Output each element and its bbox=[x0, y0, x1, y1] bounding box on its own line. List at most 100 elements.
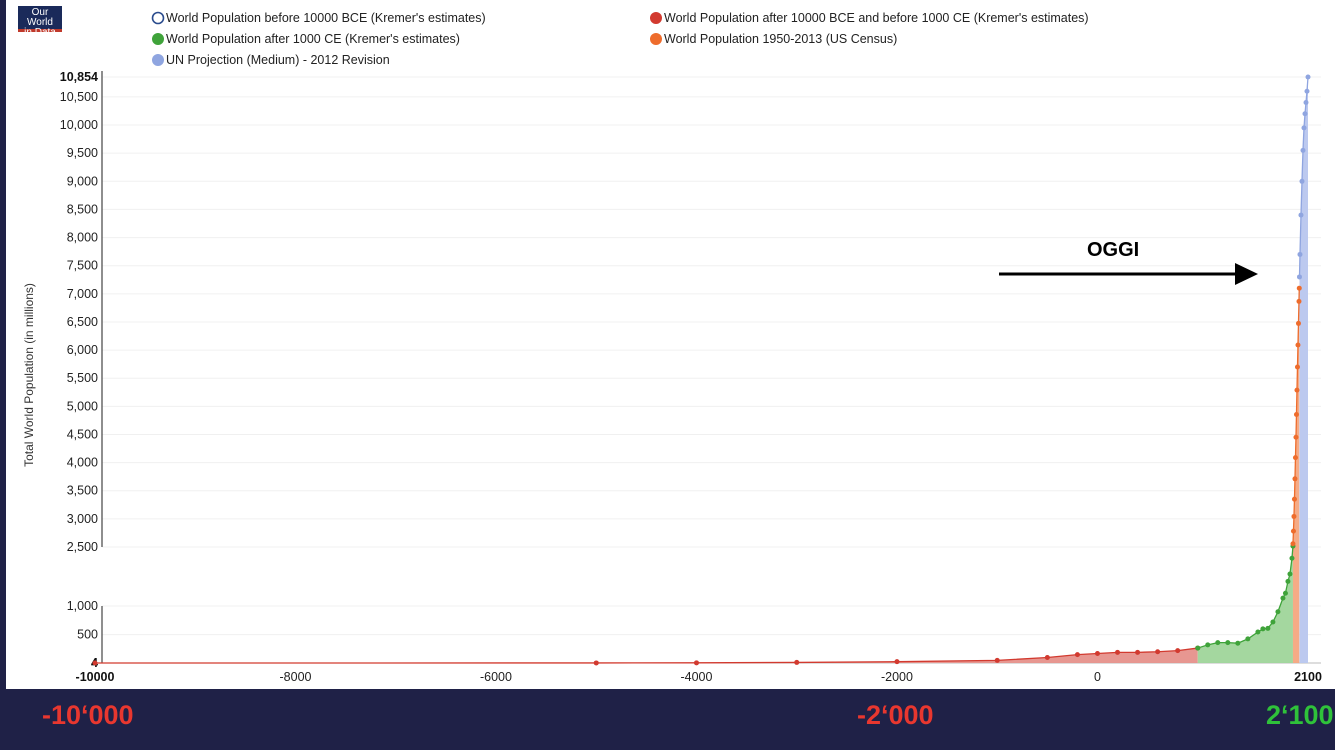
data-point-2-14 bbox=[1287, 571, 1293, 577]
y-tick-label: 8,500 bbox=[67, 202, 98, 216]
legend-label-1: World Population after 10000 BCE and bef… bbox=[664, 11, 1089, 25]
legend-label-0: World Population before 10000 BCE (Kreme… bbox=[166, 11, 486, 25]
legend-marker-0 bbox=[151, 11, 165, 25]
data-point-1-9 bbox=[1115, 649, 1121, 655]
legend-marker-4 bbox=[152, 54, 164, 66]
data-point-1-1 bbox=[593, 660, 599, 666]
our-world-in-data-logo: Our World in Data bbox=[18, 6, 62, 38]
data-point-3-12 bbox=[1296, 298, 1302, 304]
x-tick-label: -6000 bbox=[480, 670, 512, 684]
data-point-3-2 bbox=[1291, 513, 1297, 519]
data-point-1-10 bbox=[1135, 649, 1141, 655]
series-line-4 bbox=[1298, 76, 1309, 277]
timeline-label: -10‘000 bbox=[42, 700, 134, 730]
data-point-4-3 bbox=[1299, 178, 1305, 184]
y-tick-label: 4,000 bbox=[67, 456, 98, 470]
series-line-1 bbox=[94, 647, 1198, 664]
y-tick-label: 3,500 bbox=[67, 484, 98, 498]
area-2 bbox=[1197, 546, 1293, 663]
data-point-4-2 bbox=[1298, 212, 1304, 218]
data-point-1-3 bbox=[794, 659, 800, 665]
legend-marker-2 bbox=[152, 33, 164, 45]
data-point-2-7 bbox=[1260, 626, 1266, 632]
y-tick-label: 5,500 bbox=[67, 371, 98, 385]
y-tick-label: 9,500 bbox=[67, 146, 98, 160]
x-tick-label: -4000 bbox=[680, 670, 712, 684]
data-point-3-8 bbox=[1294, 387, 1300, 393]
data-point-3-1 bbox=[1290, 528, 1296, 534]
y-tick-label: 6,500 bbox=[67, 315, 98, 329]
data-point-1-7 bbox=[1074, 652, 1080, 658]
population-chart: 45001,0002,5003,0003,5004,0004,5005,0005… bbox=[22, 11, 1322, 684]
data-point-3-3 bbox=[1291, 496, 1297, 502]
timeline-label: 2‘100 bbox=[1266, 700, 1334, 730]
data-point-4-6 bbox=[1302, 111, 1308, 117]
data-point-2-11 bbox=[1280, 595, 1286, 601]
legend-label-3: World Population 1950-2013 (US Census) bbox=[664, 32, 897, 46]
data-point-1-12 bbox=[1175, 648, 1181, 654]
legend-marker-3 bbox=[650, 33, 662, 45]
y-tick-label: 7,000 bbox=[67, 287, 98, 301]
timeline-label: -2‘000 bbox=[857, 700, 934, 730]
x-tick-label: -8000 bbox=[280, 670, 312, 684]
data-point-2-10 bbox=[1275, 609, 1281, 615]
data-point-2-13 bbox=[1285, 578, 1291, 584]
y-tick-label: 9,000 bbox=[67, 174, 98, 188]
data-point-3-0 bbox=[1290, 541, 1296, 547]
y-tick-label: 8,000 bbox=[67, 231, 98, 245]
data-point-1-6 bbox=[1044, 655, 1050, 661]
data-point-2-9 bbox=[1270, 619, 1276, 625]
data-point-1-2 bbox=[693, 660, 699, 666]
x-tick-label: 2100 bbox=[1294, 670, 1322, 684]
y-tick-label: 500 bbox=[77, 628, 98, 642]
data-point-4-1 bbox=[1297, 251, 1303, 257]
data-point-2-15 bbox=[1289, 555, 1295, 561]
data-point-3-13 bbox=[1296, 285, 1302, 291]
y-tick-label: 5,000 bbox=[67, 399, 98, 413]
data-point-3-11 bbox=[1295, 320, 1301, 326]
data-point-1-8 bbox=[1094, 651, 1100, 656]
y-tick-label: 10,500 bbox=[60, 90, 98, 104]
data-point-4-4 bbox=[1300, 147, 1306, 153]
data-point-1-11 bbox=[1155, 649, 1161, 655]
y-tick-label: 2,500 bbox=[67, 540, 98, 554]
data-point-2-4 bbox=[1235, 640, 1241, 646]
data-point-3-5 bbox=[1292, 455, 1298, 461]
oggi-arrow-head bbox=[1235, 263, 1258, 285]
y-axis-title: Total World Population (in millions) bbox=[22, 283, 36, 467]
data-point-1-0 bbox=[92, 660, 98, 666]
x-tick-label: -2000 bbox=[881, 670, 913, 684]
y-tick-label: 6,000 bbox=[67, 343, 98, 357]
y-tick-label: 10,000 bbox=[60, 118, 98, 132]
legend-label-2: World Population after 1000 CE (Kremer's… bbox=[166, 32, 460, 46]
data-point-3-9 bbox=[1294, 364, 1300, 370]
data-point-2-3 bbox=[1225, 640, 1231, 646]
data-point-4-7 bbox=[1303, 100, 1309, 106]
data-point-2-12 bbox=[1282, 590, 1288, 596]
data-point-2-0 bbox=[1195, 645, 1201, 651]
data-point-3-10 bbox=[1295, 342, 1301, 348]
data-point-2-2 bbox=[1215, 640, 1221, 646]
data-point-4-5 bbox=[1301, 125, 1307, 131]
data-point-1-5 bbox=[994, 657, 1000, 663]
data-point-1-4 bbox=[894, 659, 900, 665]
y-tick-label: 4,500 bbox=[67, 427, 98, 441]
data-point-2-1 bbox=[1205, 642, 1211, 648]
data-point-4-0 bbox=[1296, 274, 1302, 280]
y-tick-label: 10,854 bbox=[60, 70, 98, 84]
x-tick-label: 0 bbox=[1094, 670, 1101, 684]
legend-marker-1 bbox=[650, 12, 662, 24]
area-4 bbox=[1299, 77, 1308, 663]
y-tick-label: 3,000 bbox=[67, 512, 98, 526]
data-point-4-9 bbox=[1305, 74, 1311, 80]
oggi-label: OGGI bbox=[1087, 239, 1139, 261]
series-line-3 bbox=[1292, 288, 1300, 544]
data-point-3-4 bbox=[1292, 476, 1298, 482]
area-1 bbox=[95, 648, 1198, 663]
data-point-3-6 bbox=[1293, 434, 1299, 440]
logo-line-1: Our World bbox=[27, 7, 53, 28]
data-point-4-8 bbox=[1304, 88, 1310, 94]
data-point-2-5 bbox=[1245, 636, 1251, 642]
data-point-2-8 bbox=[1265, 625, 1271, 631]
data-point-2-6 bbox=[1255, 629, 1261, 635]
